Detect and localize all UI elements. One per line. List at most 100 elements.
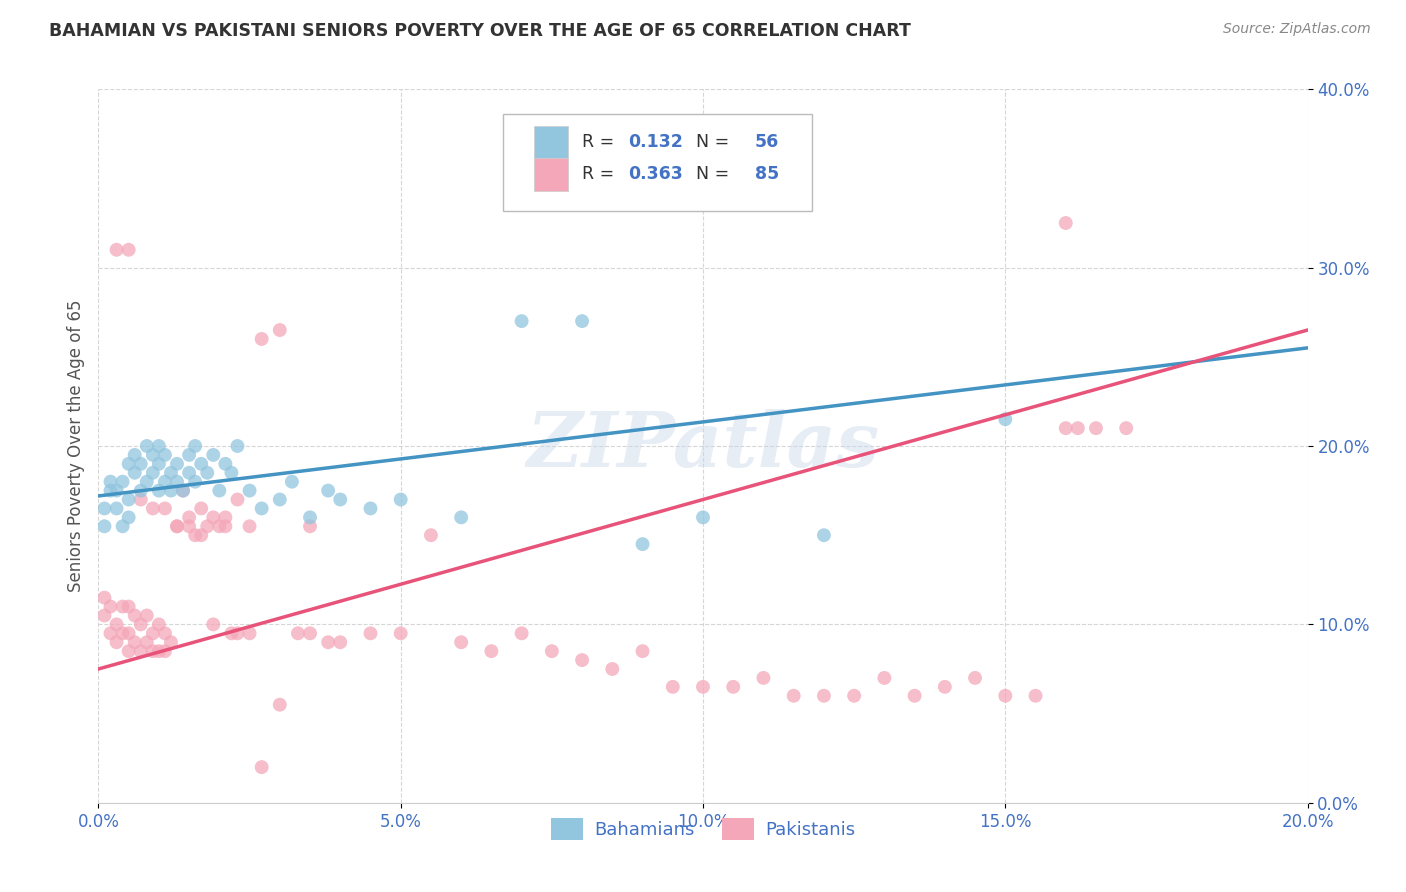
- Point: [226, 626, 249, 640]
- Point: [166, 519, 188, 533]
- Bar: [534, 159, 568, 191]
- Point: [184, 439, 207, 453]
- Point: [105, 483, 128, 498]
- Text: Source: ZipAtlas.com: Source: ZipAtlas.com: [1223, 22, 1371, 37]
- Point: [129, 617, 152, 632]
- Point: [281, 475, 304, 489]
- Text: N =: N =: [685, 166, 734, 184]
- Point: [129, 492, 152, 507]
- Point: [118, 510, 141, 524]
- Point: [202, 617, 225, 632]
- Point: [148, 483, 170, 498]
- Text: 0.132: 0.132: [628, 134, 683, 152]
- Text: ZIPatlas: ZIPatlas: [526, 409, 880, 483]
- Point: [904, 689, 927, 703]
- Point: [269, 698, 291, 712]
- Point: [360, 501, 382, 516]
- Text: 0.363: 0.363: [628, 166, 683, 184]
- Point: [420, 528, 443, 542]
- Bar: [534, 127, 568, 159]
- Point: [184, 475, 207, 489]
- Point: [153, 448, 176, 462]
- Point: [118, 457, 141, 471]
- Point: [287, 626, 309, 640]
- Point: [239, 626, 262, 640]
- Point: [153, 475, 176, 489]
- Point: [481, 644, 503, 658]
- Point: [111, 626, 134, 640]
- Point: [105, 635, 128, 649]
- Text: 85: 85: [755, 166, 779, 184]
- Point: [239, 483, 262, 498]
- Point: [269, 492, 291, 507]
- Point: [221, 626, 243, 640]
- Point: [450, 635, 472, 649]
- Point: [510, 626, 533, 640]
- Point: [142, 501, 165, 516]
- Point: [179, 466, 201, 480]
- Point: [179, 510, 201, 524]
- Point: [129, 644, 152, 658]
- Point: [135, 439, 157, 453]
- Point: [692, 510, 714, 524]
- Point: [100, 599, 122, 614]
- Point: [221, 466, 243, 480]
- Point: [965, 671, 987, 685]
- Point: [135, 635, 157, 649]
- Point: [135, 475, 157, 489]
- Point: [93, 501, 115, 516]
- Text: R =: R =: [582, 166, 620, 184]
- Point: [1054, 216, 1077, 230]
- Point: [129, 457, 152, 471]
- Point: [118, 243, 141, 257]
- Text: 56: 56: [755, 134, 779, 152]
- Point: [214, 510, 236, 524]
- Point: [118, 626, 141, 640]
- Point: [360, 626, 382, 640]
- Text: N =: N =: [685, 134, 734, 152]
- Point: [1067, 421, 1090, 435]
- Point: [250, 501, 273, 516]
- Point: [329, 492, 352, 507]
- Point: [813, 689, 835, 703]
- Point: [208, 483, 231, 498]
- Point: [299, 626, 322, 640]
- Point: [153, 501, 176, 516]
- Point: [873, 671, 896, 685]
- Point: [214, 457, 236, 471]
- Point: [994, 412, 1017, 426]
- Point: [124, 608, 146, 623]
- Point: [389, 626, 412, 640]
- Point: [752, 671, 775, 685]
- Point: [1054, 421, 1077, 435]
- Point: [93, 608, 115, 623]
- Point: [813, 528, 835, 542]
- Point: [111, 475, 134, 489]
- Point: [631, 537, 654, 551]
- Point: [723, 680, 745, 694]
- Point: [934, 680, 956, 694]
- Point: [160, 466, 183, 480]
- Point: [142, 466, 165, 480]
- Point: [172, 483, 194, 498]
- Point: [142, 626, 165, 640]
- Point: [190, 457, 212, 471]
- Point: [195, 519, 218, 533]
- Point: [661, 680, 683, 694]
- Point: [571, 314, 593, 328]
- FancyBboxPatch shape: [503, 114, 811, 211]
- Point: [111, 519, 134, 533]
- Point: [179, 448, 201, 462]
- Point: [329, 635, 352, 649]
- Point: [510, 314, 533, 328]
- Point: [299, 519, 322, 533]
- Point: [195, 466, 218, 480]
- Point: [148, 439, 170, 453]
- Point: [184, 528, 207, 542]
- Point: [226, 492, 249, 507]
- Point: [124, 466, 146, 480]
- Point: [250, 332, 273, 346]
- Point: [153, 644, 176, 658]
- Point: [844, 689, 866, 703]
- Point: [100, 483, 122, 498]
